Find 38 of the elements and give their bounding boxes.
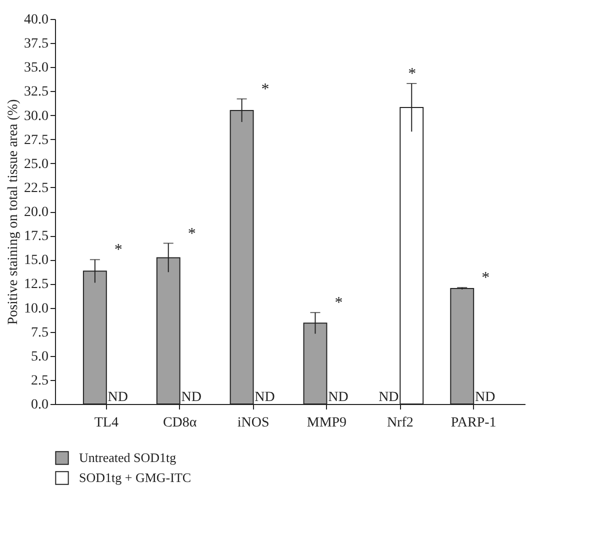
y-tick-label: 12.5 bbox=[24, 277, 48, 292]
x-tick-label: Nrf2 bbox=[386, 416, 414, 430]
y-tick-label: 10.0 bbox=[24, 301, 48, 316]
annotation: ND bbox=[474, 390, 496, 405]
y-tick-label: 20.0 bbox=[24, 205, 48, 220]
legend-label: Untreated SOD1tg bbox=[79, 450, 177, 465]
annotation: * bbox=[188, 225, 196, 242]
x-tick-label: iNOS bbox=[237, 416, 270, 430]
y-tick-label: 7.5 bbox=[31, 325, 48, 340]
y-tick-label: 25.0 bbox=[24, 156, 48, 172]
y-tick-label: 5.0 bbox=[31, 349, 48, 364]
x-tick-label: TL4 bbox=[94, 416, 118, 430]
y-tick-label: 35.0 bbox=[24, 60, 48, 76]
y-tick-label: 27.5 bbox=[24, 132, 48, 148]
annotation: * bbox=[334, 294, 343, 312]
annotation: ND bbox=[108, 390, 128, 405]
legend-label: SOD1tg + GMG-ITC bbox=[79, 470, 192, 485]
y-tick-label: 17.5 bbox=[24, 229, 48, 244]
x-tick-label: CD8α bbox=[162, 416, 198, 430]
annotation: * bbox=[408, 65, 416, 82]
annotation: * bbox=[114, 242, 122, 259]
annotation: * bbox=[261, 80, 270, 98]
annotation: ND bbox=[328, 390, 348, 405]
y-tick-label: 32.5 bbox=[24, 84, 48, 100]
y-tick-label: 0.0 bbox=[31, 398, 48, 412]
annotation: ND bbox=[254, 390, 275, 405]
y-tick-label: 37.5 bbox=[24, 36, 48, 52]
y-tick-label: 30.0 bbox=[24, 108, 48, 124]
y-tick-label: 22.5 bbox=[24, 180, 48, 196]
y-tick-label: 2.5 bbox=[31, 373, 48, 388]
x-tick-label: MMP9 bbox=[306, 416, 347, 430]
annotation: ND bbox=[378, 390, 399, 405]
annotation: ND bbox=[181, 390, 202, 405]
annotation: * bbox=[482, 270, 490, 287]
x-tick-label: PARP-1 bbox=[450, 416, 496, 430]
y-tick-label: 15.0 bbox=[24, 253, 48, 268]
y-tick-label: 40.0 bbox=[24, 12, 48, 28]
y-axis-title: Positive staining on total tissue area (%) bbox=[6, 98, 21, 325]
